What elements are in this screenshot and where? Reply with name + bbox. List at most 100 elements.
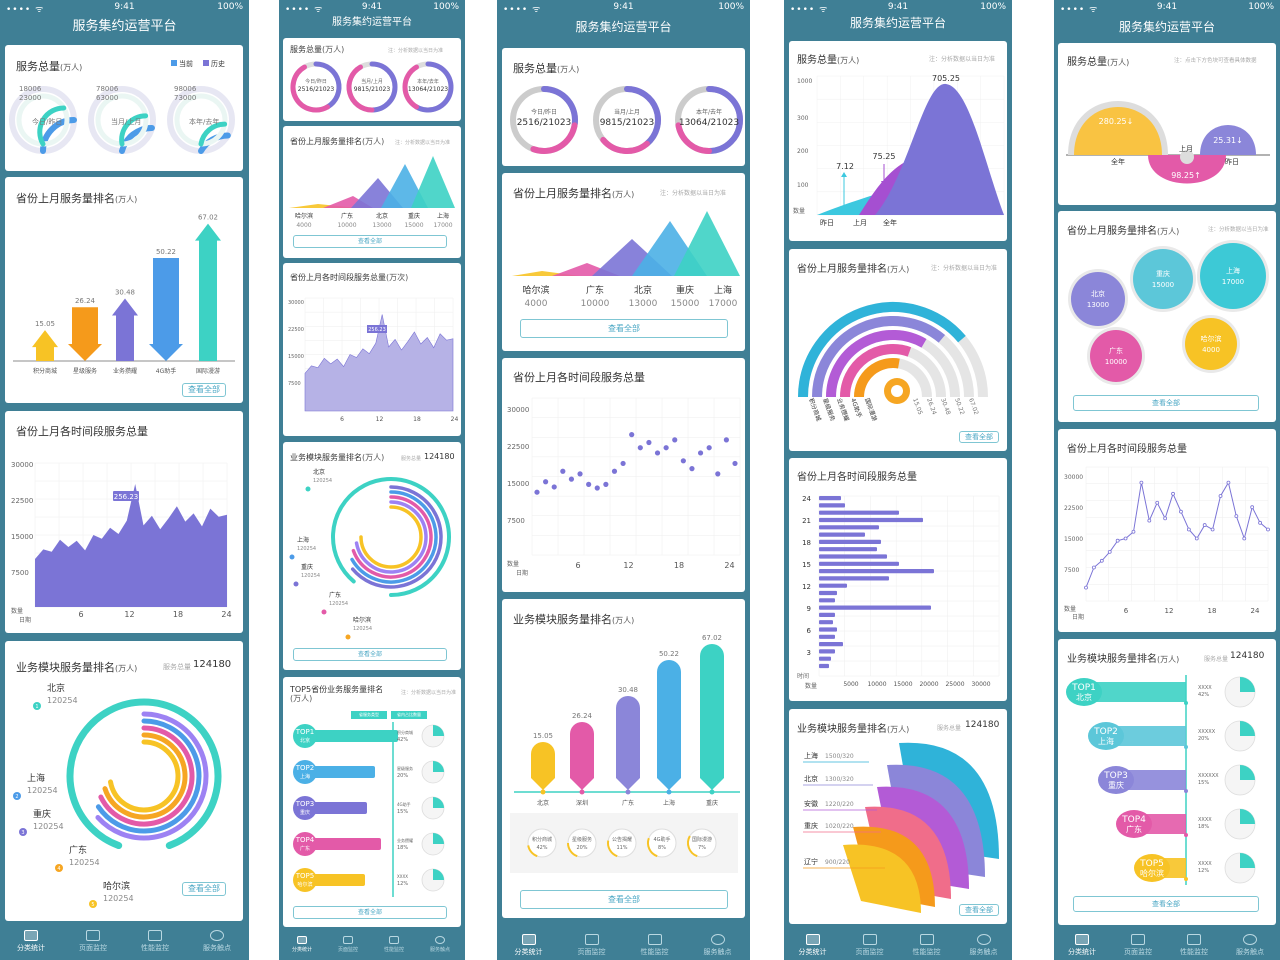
tab-touchpoints[interactable]: 服务触点 bbox=[1222, 930, 1278, 960]
y-tick: 15000 bbox=[1064, 536, 1083, 543]
battery-indicator: 100% bbox=[1248, 2, 1274, 12]
clock: 9:41 bbox=[1156, 2, 1178, 12]
tab-page-monitor[interactable]: 页面监控 bbox=[560, 930, 623, 960]
blob-month bbox=[1148, 155, 1226, 184]
view-all-button[interactable]: 查看全部 bbox=[959, 904, 999, 916]
mountain-chart: 哈尔滨 4000 广东 10000 北京 13000 重庆 15000 上海 17000 bbox=[512, 211, 740, 309]
pin-value: 15.05 bbox=[533, 732, 553, 740]
province-rank-card: 省份上月服务量排名(万人) 注：分析数据以当日为准 北京 13000 重庆 15000… bbox=[1058, 211, 1276, 422]
mini-pct: 11% bbox=[616, 845, 627, 851]
bar-chart-icon bbox=[1075, 934, 1089, 945]
radial-name: 星级服务 bbox=[821, 397, 837, 422]
module-rank-card: 业务模块服务量排名(万人) 服务总量 124180 北京 1 120254 上海 2 12… bbox=[5, 641, 243, 921]
ring-label: 今日/昨日 bbox=[305, 78, 327, 85]
tab-category-stats[interactable]: 分类统计 bbox=[1054, 930, 1110, 960]
pin-dot bbox=[666, 789, 672, 795]
pin-marker bbox=[841, 172, 847, 177]
top-badge bbox=[293, 868, 317, 892]
tab-page-monitor[interactable]: 页面监控 bbox=[1110, 930, 1166, 960]
top-badge bbox=[1088, 722, 1124, 750]
bar-value: 15.05 bbox=[35, 320, 55, 328]
bubble-name: 哈尔滨 bbox=[1201, 334, 1222, 343]
time-total-card: 省份上月各时间段服务总量(万次) 30000 22500 15000 7500 6 12 1… bbox=[283, 263, 461, 436]
time-total-card: 省份上月各时间段服务总量 24 21 18 15 12 9 6 3 5000 10000 15000… bbox=[789, 458, 1007, 701]
tab-category-stats[interactable]: 分类统计 bbox=[279, 933, 325, 960]
tab-page-monitor[interactable]: 页面监控 bbox=[325, 933, 371, 960]
axis-name: 数量 bbox=[1064, 605, 1076, 613]
top-label: XXXX bbox=[1198, 817, 1212, 823]
fan-segment bbox=[843, 844, 921, 913]
view-all-button[interactable]: 查看全部 bbox=[182, 383, 226, 397]
pct-slice bbox=[1240, 765, 1255, 780]
view-all-button[interactable]: 查看全部 bbox=[293, 648, 447, 661]
top-pct: 12% bbox=[397, 881, 408, 887]
view-all-button[interactable]: 查看全部 bbox=[1073, 395, 1259, 411]
view-all-button[interactable]: 查看全部 bbox=[293, 906, 447, 919]
mountain-value: 10000 bbox=[337, 222, 356, 229]
tab-touchpoints[interactable]: 服务触点 bbox=[186, 926, 248, 960]
view-all-button[interactable]: 查看全部 bbox=[293, 235, 447, 248]
scatter-point bbox=[723, 437, 729, 443]
line-point bbox=[1194, 536, 1199, 541]
line-series bbox=[1085, 481, 1269, 588]
tab-performance[interactable]: 性能监控 bbox=[1166, 930, 1222, 960]
tab-page-monitor[interactable]: 页面监控 bbox=[841, 930, 898, 960]
view-all-button[interactable]: 查看全部 bbox=[1073, 896, 1259, 912]
hbar bbox=[819, 598, 835, 603]
tab-touchpoints[interactable]: 服务触点 bbox=[955, 930, 1012, 960]
fan-name: 上海 bbox=[804, 751, 818, 760]
tab-page-monitor[interactable]: 页面监控 bbox=[62, 926, 124, 960]
top-rank-chart: TOP1北京XXXX42%TOP2上海XXXXX20%TOP3重庆XXXXXX1… bbox=[1066, 675, 1256, 885]
ring-history bbox=[198, 121, 228, 147]
hbar bbox=[819, 576, 889, 581]
blob-value: 98.25↑ bbox=[1171, 171, 1201, 180]
note: 注：分析数据以当日为准 bbox=[401, 690, 457, 696]
module-rank-card: 业务模块服务量排名(万人) 服务总量 124180 上海 1500/320 北京 13… bbox=[789, 709, 1007, 924]
mini-name: 国际漫游 bbox=[692, 836, 712, 843]
tab-category-stats[interactable]: 分类统计 bbox=[784, 930, 841, 960]
tab-performance[interactable]: 性能监控 bbox=[371, 933, 417, 960]
view-all-button[interactable]: 查看全部 bbox=[182, 882, 226, 896]
mountain-name: 广东 bbox=[341, 212, 353, 220]
pin-name: 深圳 bbox=[576, 799, 588, 807]
bubble bbox=[1090, 330, 1142, 382]
rank-num: 5 bbox=[91, 902, 94, 908]
y-tick: 15000 bbox=[507, 480, 529, 488]
province-value: 120254 bbox=[47, 696, 78, 705]
tab-category-stats[interactable]: 分类统计 bbox=[497, 930, 560, 960]
module-arc bbox=[331, 477, 451, 597]
gauge-icon bbox=[389, 936, 399, 944]
top-rank: TOP2 bbox=[1093, 727, 1118, 737]
mountain-name: 广东 bbox=[586, 284, 604, 296]
y-tick: 22500 bbox=[288, 327, 304, 333]
tab-touchpoints[interactable]: 服务触点 bbox=[686, 930, 749, 960]
area-series bbox=[304, 314, 454, 412]
tab-touchpoints[interactable]: 服务触点 bbox=[417, 933, 463, 960]
scatter-point bbox=[551, 484, 557, 490]
line-point bbox=[1226, 480, 1231, 485]
fan-value: 1300/320 bbox=[825, 776, 854, 783]
module-arc bbox=[102, 732, 188, 820]
tab-bar: 分类统计 页面监控 性能监控 服务触点 bbox=[1054, 930, 1280, 960]
note: 注：分析数据以当日为准 bbox=[388, 48, 444, 54]
total-value: 124180 bbox=[1230, 651, 1265, 661]
province-name: 上海 bbox=[27, 772, 45, 784]
province-rank-card: 省份上月服务量排名(万人) 注：分析数据以当日为准 哈尔滨 4000 广东 10000… bbox=[502, 173, 745, 351]
view-all-button[interactable]: 查看全部 bbox=[520, 319, 728, 338]
radial-bar bbox=[826, 330, 927, 398]
view-all-button[interactable]: 查看全部 bbox=[520, 890, 728, 909]
blob-chart: 280.25↓ 全年 98.25↑ 上月 25.31↓ 昨日 bbox=[1066, 101, 1270, 184]
tab-performance[interactable]: 性能监控 bbox=[898, 930, 955, 960]
tab-performance[interactable]: 性能监控 bbox=[623, 930, 686, 960]
card-title: 省份上月各时间段服务总量 bbox=[513, 371, 645, 384]
card-title: 业务模块服务量排名(万人) bbox=[513, 613, 635, 626]
tab-category-stats[interactable]: 分类统计 bbox=[0, 926, 62, 960]
ring-3-values: 98006 73000 bbox=[174, 85, 197, 102]
view-all-button[interactable]: 查看全部 bbox=[959, 431, 999, 443]
tab-performance[interactable]: 性能监控 bbox=[124, 926, 186, 960]
province-name: 哈尔滨 bbox=[353, 616, 371, 624]
top-bar bbox=[303, 766, 375, 778]
tab-bar: 分类统计 页面监控 性能监控 服务触点 bbox=[784, 930, 1012, 960]
